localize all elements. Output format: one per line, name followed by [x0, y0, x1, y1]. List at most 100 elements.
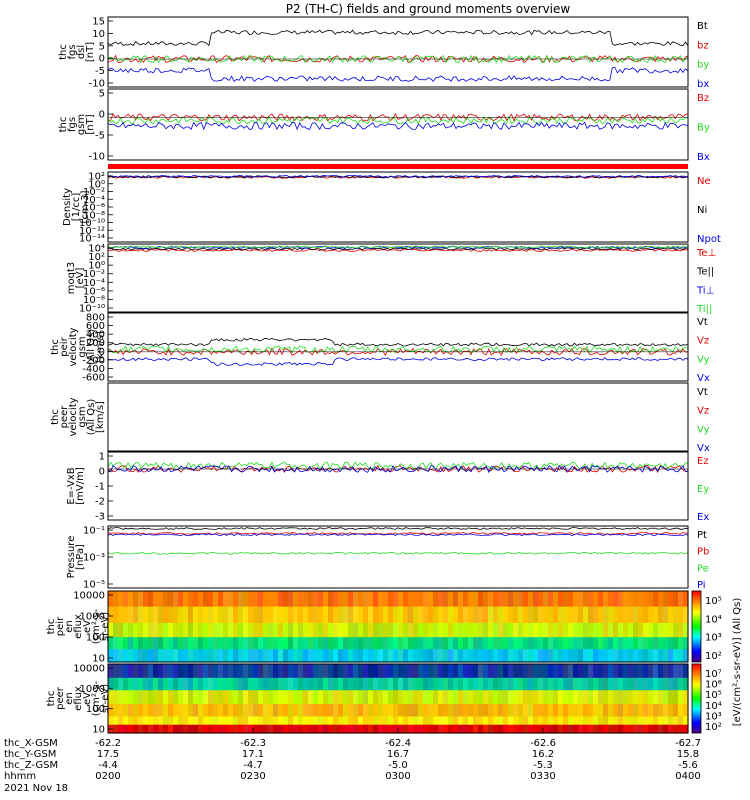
spectrogram-cell — [108, 664, 114, 679]
spectrogram-cell — [368, 704, 374, 718]
y-label-line: peer — [55, 686, 66, 710]
spectrogram-cell — [673, 606, 679, 624]
legend-fgs_gsm-1: By — [697, 123, 710, 134]
spectrogram-cell — [593, 622, 599, 638]
spectrogram-cell — [663, 716, 669, 726]
spectrogram-cell — [248, 637, 254, 650]
spectrogram-cell — [138, 637, 144, 650]
series-efield-1 — [107, 461, 689, 471]
spectrogram-cell — [563, 606, 569, 624]
x-row-value: -4.7 — [243, 760, 263, 771]
spectrogram-cell — [168, 664, 174, 679]
spectrogram-cell — [523, 591, 529, 608]
spectrogram-cell — [293, 606, 299, 624]
spectrogram-cell — [438, 704, 444, 718]
spectrogram-cell — [458, 716, 464, 726]
spectrogram-cell — [283, 690, 289, 705]
spectrogram-cell — [608, 664, 614, 679]
spectrogram-cell — [668, 649, 674, 663]
spectrogram-cell — [433, 622, 439, 638]
spectrogram-cell — [608, 724, 614, 734]
y-tick-label: 10⁻¹ — [83, 526, 105, 537]
spectrogram-cell — [633, 690, 639, 705]
spectrogram-cell — [238, 690, 244, 705]
spectrogram-cell — [198, 690, 204, 705]
legend-efield-0: Ez — [697, 456, 709, 467]
spectrogram-cell — [598, 591, 604, 608]
spectrogram-cell — [623, 704, 629, 718]
series-peir_velocity-2 — [107, 345, 689, 354]
spectrogram-cell — [323, 649, 329, 663]
legend-peer_velocity-0: Vt — [697, 387, 708, 398]
legend-peer_velocity-1: Vz — [697, 406, 709, 417]
spectrogram-cell — [148, 649, 154, 663]
spectrogram-cell — [683, 677, 689, 691]
spectrogram-cell — [433, 690, 439, 705]
spectrogram-cell — [273, 591, 279, 608]
spectrogram-cell — [173, 724, 179, 734]
spectrogram-cell — [438, 622, 444, 638]
spectrogram-cell — [473, 622, 479, 638]
spectrogram-cell — [343, 637, 349, 650]
spectrogram-cell — [213, 724, 219, 734]
series-fgs_dsl-0 — [107, 29, 689, 47]
spectrogram-cell — [288, 704, 294, 718]
spectrogram-cell — [598, 690, 604, 705]
spectrogram-cell — [523, 606, 529, 624]
spectrogram-cell — [473, 606, 479, 624]
spectrogram-cell — [508, 591, 514, 608]
spectrogram-cell — [123, 637, 129, 650]
spectrogram-cell — [578, 704, 584, 718]
spectrogram-cell — [553, 591, 559, 608]
spectrogram-cell — [138, 716, 144, 726]
spectrogram-cell — [368, 677, 374, 691]
spectrogram-cell — [248, 724, 254, 734]
spectrogram-cell — [613, 606, 619, 624]
spectrogram-cell — [213, 690, 219, 705]
spectrogram-cell — [313, 704, 319, 718]
spectrogram-cell — [183, 664, 189, 679]
spectrogram-cell — [478, 664, 484, 679]
spectrogram-cell — [168, 649, 174, 663]
spectrogram-cell — [293, 704, 299, 718]
spectrogram-cell — [658, 649, 664, 663]
spectrogram-cell — [573, 716, 579, 726]
y-tick-label: 10⁻² — [83, 269, 105, 280]
spectrogram-cell — [568, 664, 574, 679]
spectrogram-cell — [148, 637, 154, 650]
spectrogram-cell — [183, 622, 189, 638]
spectrogram-cell — [503, 716, 509, 726]
spectrogram-cell — [318, 690, 324, 705]
spectrogram-cell — [508, 690, 514, 705]
spectrogram-cell — [393, 591, 399, 608]
spectrogram-cell — [368, 622, 374, 638]
spectrogram-cell — [203, 622, 209, 638]
spectrogram-cell — [293, 690, 299, 705]
spectrogram-cell — [458, 724, 464, 734]
spectrogram-cell — [678, 664, 684, 679]
spectrogram-cell — [328, 591, 334, 608]
spectrogram-cell — [613, 649, 619, 663]
spectrogram-cell — [478, 704, 484, 718]
spectrogram-cell — [218, 677, 224, 691]
spectrogram-cell — [453, 664, 459, 679]
spectrogram-cell — [203, 591, 209, 608]
spectrogram-cell — [493, 704, 499, 718]
spectrogram-cell — [168, 704, 174, 718]
spectrogram-cell — [403, 591, 409, 608]
colorbar-tick-label: 10⁴ — [705, 614, 722, 625]
spectrogram-cell — [373, 591, 379, 608]
legend-pressure-0: Pt — [697, 530, 707, 541]
spectrogram-cell — [573, 606, 579, 624]
spectrogram-cell — [528, 690, 534, 705]
spectrogram-cell — [118, 704, 124, 718]
spectrogram-cell — [308, 664, 314, 679]
spectrogram-cell — [218, 591, 224, 608]
spectrogram-cell — [458, 622, 464, 638]
y-label-line: [eV] — [75, 268, 86, 289]
spectrogram-cell — [263, 649, 269, 663]
spectrogram-cell — [113, 622, 119, 638]
y-label-line: en — [64, 692, 75, 705]
